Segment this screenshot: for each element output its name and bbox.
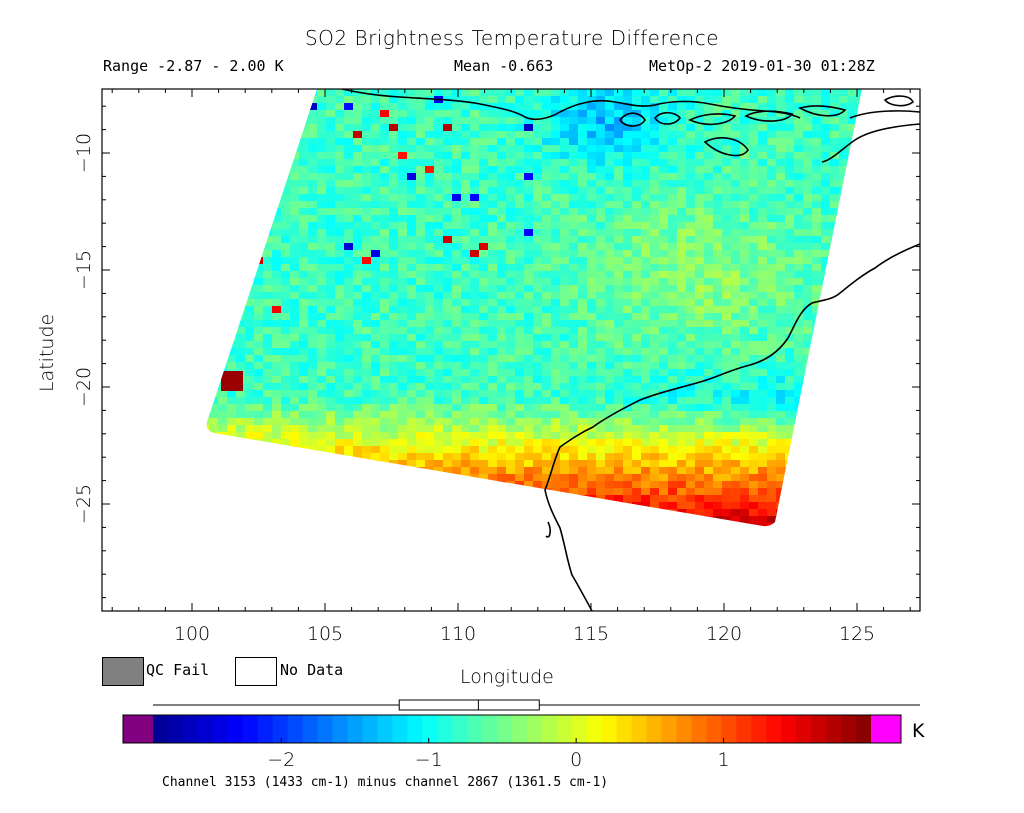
chart-title: SO2 Brightness Temperature Difference xyxy=(304,26,720,50)
colorbar-bin xyxy=(242,715,259,743)
colorbar-bin xyxy=(676,715,692,743)
colorbar-overflow xyxy=(871,715,901,743)
colorbar-bin xyxy=(826,715,842,743)
y-tick-label: −25 xyxy=(73,484,95,524)
colorbar-bin xyxy=(257,715,274,743)
colorbar-bin xyxy=(482,715,498,743)
colorbar-bin xyxy=(781,715,797,743)
colorbar-bin xyxy=(452,715,468,743)
x-tick-label: 120 xyxy=(706,623,742,645)
colorbar-bin xyxy=(182,715,199,743)
colorbar-bin xyxy=(751,715,767,743)
no-data-label: No Data xyxy=(280,661,344,679)
colorbar-bin xyxy=(362,715,378,743)
colorbar-bin xyxy=(571,715,588,743)
colorbar-bin xyxy=(541,715,558,743)
x-tick-label: 105 xyxy=(307,623,343,645)
qc-fail-swatch xyxy=(102,657,144,686)
colorbar-bin xyxy=(661,715,678,743)
range-box xyxy=(398,699,540,711)
colorbar-bin xyxy=(317,715,333,743)
coastline xyxy=(341,89,920,611)
colorbar-bin xyxy=(811,715,827,743)
colorbar xyxy=(122,714,902,744)
colorbar-bin xyxy=(407,715,423,743)
colorbar-bin xyxy=(512,715,528,743)
colorbar-bin xyxy=(332,715,348,743)
swath-data xyxy=(206,89,863,527)
colorbar-bin xyxy=(287,715,304,743)
colorbar-bin xyxy=(721,715,737,743)
mean-text: Mean -0.663 xyxy=(454,57,554,75)
colorbar-tick-label: −1 xyxy=(415,749,443,771)
colorbar-bin xyxy=(212,715,229,743)
colorbar-underflow xyxy=(123,715,153,743)
colorbar-bin xyxy=(841,715,857,743)
colorbar-bin xyxy=(227,715,244,743)
y-tick-label: −10 xyxy=(73,133,95,173)
colorbar-bin xyxy=(392,715,408,743)
x-tick-label: 125 xyxy=(839,623,875,645)
range-text: Range -2.87 - 2.00 K xyxy=(103,57,284,75)
colorbar-bin xyxy=(272,715,289,743)
colorbar-bin xyxy=(526,715,543,743)
colorbar-bin xyxy=(736,715,752,743)
colorbar-bin xyxy=(706,715,722,743)
channel-caption: Channel 3153 (1433 cm-1) minus channel 2… xyxy=(162,775,609,790)
colorbar-unit: K xyxy=(912,720,925,742)
colorbar-bin xyxy=(437,715,453,743)
colorbar-bin xyxy=(601,715,618,743)
colorbar-bin xyxy=(856,715,872,743)
colorbar-bin xyxy=(167,715,184,743)
y-axis-label: Latitude xyxy=(36,313,58,392)
x-tick-label: 110 xyxy=(440,623,476,645)
colorbar-tick-label: 1 xyxy=(718,749,730,771)
no-data-swatch xyxy=(235,657,277,686)
colorbar-bin xyxy=(691,715,707,743)
satellite-time-text: MetOp-2 2019-01-30 01:28Z xyxy=(649,57,875,75)
colorbar-bin xyxy=(153,715,169,743)
colorbar-bin xyxy=(556,715,573,743)
colorbar-bin xyxy=(377,715,393,743)
colorbar-bin xyxy=(766,715,782,743)
x-axis-label: Longitude xyxy=(460,666,554,688)
qc-fail-label: QC Fail xyxy=(146,661,210,679)
colorbar-bin xyxy=(467,715,483,743)
colorbar-bin xyxy=(586,715,603,743)
colorbar-bin xyxy=(646,715,663,743)
colorbar-tick-label: 0 xyxy=(570,749,582,771)
colorbar-bin xyxy=(616,715,633,743)
colorbar-bin xyxy=(497,715,513,743)
y-tick-label: −15 xyxy=(73,250,95,290)
colorbar-bin xyxy=(631,715,648,743)
x-tick-label: 100 xyxy=(174,623,210,645)
colorbar-bin xyxy=(302,715,319,743)
x-tick-label: 115 xyxy=(573,623,609,645)
colorbar-bin xyxy=(796,715,812,743)
colorbar-bin xyxy=(197,715,214,743)
colorbar-bin xyxy=(422,715,438,743)
colorbar-tick-label: −2 xyxy=(267,749,295,771)
y-tick-label: −20 xyxy=(73,367,95,407)
colorbar-bin xyxy=(347,715,363,743)
